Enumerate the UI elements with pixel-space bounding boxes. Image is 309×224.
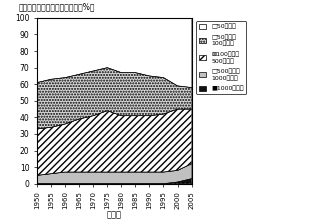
X-axis label: （年）: （年） — [107, 211, 122, 220]
Legend: □50万未満, □50万以上
100万未満, ⊠100万以上
500万未満, □500万以上
1000万未満, ■1000万以上: □50万未満, □50万以上 100万未満, ⊠100万以上 500万未満, □… — [196, 21, 246, 94]
Text: （全都市人口に占めるシェア、%）: （全都市人口に占めるシェア、%） — [19, 2, 95, 11]
